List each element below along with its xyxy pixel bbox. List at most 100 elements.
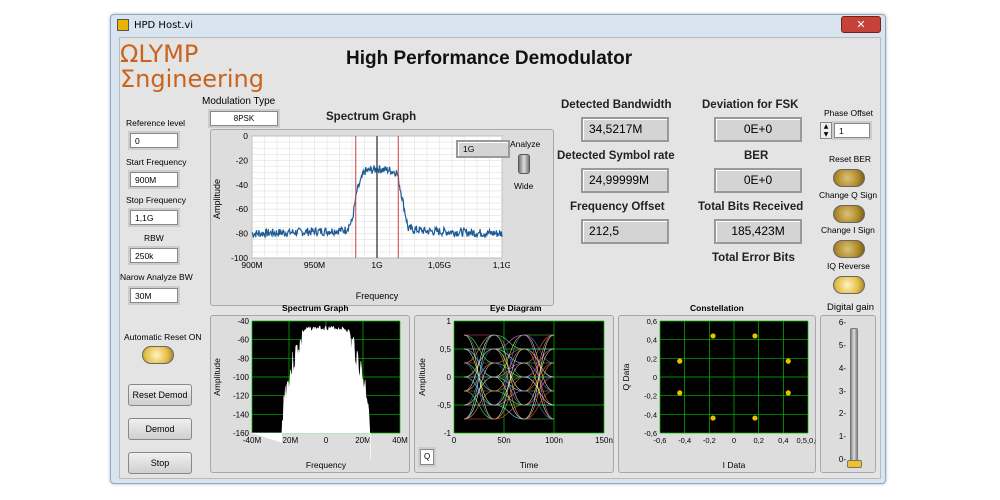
tick-label: -160 (233, 429, 250, 438)
eye-trace (523, 334, 555, 392)
tick-label: 0,2 (647, 354, 657, 363)
tick-label: 0,5 (440, 345, 452, 354)
grid (659, 320, 809, 434)
auto-reset-toggle[interactable] (142, 346, 174, 364)
tick-label: -20 (236, 155, 249, 165)
x-axis-label: Frequency (356, 291, 399, 301)
constellation-points (677, 333, 791, 421)
digital-gain-thumb[interactable] (847, 460, 862, 468)
change-q-sign-toggle[interactable] (833, 205, 865, 223)
constellation-title: Constellation (690, 303, 744, 313)
change-i-sign-label: Change I Sign (821, 225, 875, 235)
tick-label: -0,4 (678, 436, 691, 445)
x-axis-label: I Data (723, 460, 746, 470)
eye-trace (463, 362, 495, 420)
constellation-point (785, 358, 791, 364)
constellation-point (752, 415, 758, 421)
tick-label: -0,4 (644, 410, 657, 419)
phase-offset-stepper[interactable]: ▲ ▼ (820, 122, 832, 139)
tick-label: 0 (452, 436, 457, 445)
logo-line1: ΩLYMP (120, 40, 199, 68)
front-panel: ΩLYMP Ʃngineering High Performance Demod… (119, 37, 881, 479)
stop-frequency-label: Stop Frequency (126, 195, 187, 205)
gain-tick-label: 5- (838, 340, 846, 350)
spectrum-graph-2: -40M -20M 0 20M 40M -40 -60 -80 -100 -120 -140 -160… (212, 317, 408, 470)
change-q-sign-label: Change Q Sign (819, 190, 878, 200)
tick-label: -60 (237, 336, 249, 345)
axis-ticks: 900M 950M 1G 1,05G 1,1G 0 -20 -40 -60 -80 -100 (231, 131, 510, 270)
tick-label: -40 (237, 317, 249, 326)
detected-bandwidth-label: Detected Bandwidth (561, 99, 672, 111)
start-frequency-field[interactable]: 900M (130, 172, 178, 187)
stop-frequency-field[interactable]: 1,1G (130, 210, 178, 225)
eye-traces (463, 334, 555, 420)
gain-tick-label: 2- (838, 409, 846, 419)
digital-gain-frame (820, 315, 876, 473)
spectrum-graph-title: Spectrum Graph (326, 111, 417, 123)
tick-label: 0,4 (647, 336, 657, 345)
constellation-point (785, 390, 791, 396)
y-axis-label: Amplitude (417, 358, 427, 396)
tick-label: 20M (355, 436, 371, 445)
rbw-label: RBW (144, 233, 164, 243)
constellation-point (710, 333, 716, 339)
detected-symbol-rate-value: 24,99999M (581, 168, 669, 193)
eye-channel-button[interactable]: Q (420, 449, 434, 465)
tick-label: -80 (237, 354, 249, 363)
reset-ber-label: Reset BER (829, 154, 872, 164)
iq-reverse-label: IQ Reverse (827, 261, 870, 271)
digital-gain-slider[interactable] (850, 328, 858, 468)
tick-label: 40M (392, 436, 408, 445)
tick-label: -0,2 (644, 392, 657, 401)
tick-label: 100n (545, 436, 563, 445)
detected-symbol-rate-label: Detected Symbol rate (557, 150, 675, 162)
y-axis-label: Amplitude (212, 358, 222, 396)
reset-ber-toggle[interactable] (833, 169, 865, 187)
digital-gain-label: Digital gain (827, 302, 874, 313)
y-axis-label: Amplitude (212, 179, 222, 219)
stop-button[interactable]: Stop (128, 452, 192, 474)
reference-level-field[interactable]: 0 (130, 133, 178, 148)
tick-label: 950M (304, 260, 325, 270)
tick-label: 1G (371, 260, 382, 270)
tick-label: 150n (595, 436, 613, 445)
total-bits-received-value: 185,423M (714, 219, 802, 244)
analyze-switch[interactable] (518, 154, 530, 174)
constellation: -0,6 -0,4 -0,2 0 0,2 0,4 0,5,0,6 0,6 0,4 0,2 0 -0,2… (621, 317, 816, 470)
frequency-offset-value: 212,5 (581, 219, 669, 244)
narrow-bw-field[interactable]: 30M (130, 288, 178, 303)
eye-trace (523, 362, 555, 420)
tick-label: -40M (243, 436, 262, 445)
demod-button[interactable]: Demod (128, 418, 192, 440)
eye-trace (493, 334, 525, 350)
constellation-point (677, 358, 683, 364)
reset-demod-button[interactable]: Reset Demod (128, 384, 192, 406)
tick-label: -60 (236, 204, 249, 214)
axis-ticks: 0 50n 100n 150n 1 0,5 0 -0,5 -1 (437, 317, 613, 445)
eye-trace (523, 334, 555, 420)
tick-label: -0,6 (644, 429, 657, 438)
eye-trace (493, 348, 525, 420)
tick-label: 0,4 (778, 436, 788, 445)
narrow-bw-label: Narow Analyze BW (120, 272, 193, 282)
eye-trace (493, 334, 525, 378)
y-axis-label: Q Data (621, 363, 631, 390)
rbw-field[interactable]: 250k (130, 248, 178, 263)
iq-reverse-toggle[interactable] (833, 276, 865, 294)
x-axis-label: Frequency (306, 460, 347, 470)
tick-label: -100 (233, 373, 250, 382)
eye-trace (493, 334, 525, 406)
constellation-point (752, 333, 758, 339)
grid (251, 135, 503, 259)
close-button[interactable]: ✕ (841, 16, 881, 33)
total-bits-received-label: Total Bits Received (698, 201, 804, 213)
spectrum-graph-2-title: Spectrum Graph (282, 303, 349, 313)
modulation-select[interactable]: 8PSK (210, 111, 278, 126)
tick-label: 0 (732, 436, 736, 445)
phase-offset-field[interactable]: 1 (834, 123, 870, 138)
tick-label: 0 (653, 373, 657, 382)
tick-label: -20M (280, 436, 299, 445)
modulation-label: Modulation Type (202, 96, 276, 107)
change-i-sign-toggle[interactable] (833, 240, 865, 258)
tick-label: -100 (231, 253, 248, 263)
